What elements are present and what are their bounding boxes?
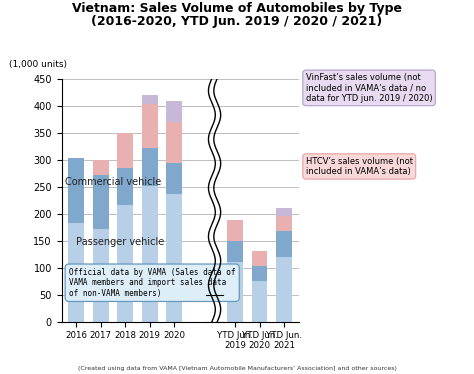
Bar xyxy=(142,95,157,104)
Bar xyxy=(117,132,133,168)
Text: Official data by VAMA (Sales data of
VAMA members and import sales data
of non-V: Official data by VAMA (Sales data of VAM… xyxy=(69,268,236,298)
Bar xyxy=(276,216,292,231)
Bar xyxy=(166,122,182,163)
Bar xyxy=(252,266,267,281)
Bar xyxy=(68,223,84,322)
Bar xyxy=(93,229,109,322)
Text: VinFast’s sales volume (not
included in VAMA’s data / no
data for YTD jun. 2019 : VinFast’s sales volume (not included in … xyxy=(306,73,432,103)
Text: (1,000 units): (1,000 units) xyxy=(9,60,67,69)
Bar xyxy=(142,186,157,322)
Bar xyxy=(227,220,243,240)
Text: HTCV’s sales volume (not
included in VAMA’s data): HTCV’s sales volume (not included in VAM… xyxy=(306,157,413,176)
Bar xyxy=(93,175,109,229)
Text: Commercial vehicle: Commercial vehicle xyxy=(65,177,161,187)
Text: Passenger vehicle: Passenger vehicle xyxy=(76,237,164,247)
Bar xyxy=(252,281,267,322)
Bar xyxy=(227,262,243,322)
Bar xyxy=(276,257,292,322)
Bar xyxy=(93,160,109,175)
Bar xyxy=(276,231,292,257)
Bar xyxy=(252,251,267,266)
Bar xyxy=(117,205,133,322)
Text: (2016-2020, YTD Jun. 2019 / 2020 / 2021): (2016-2020, YTD Jun. 2019 / 2020 / 2021) xyxy=(91,15,383,28)
Bar xyxy=(142,148,157,186)
Text: (Created using data from VAMA [Vietnam Automobile Manufacturers’ Association] an: (Created using data from VAMA [Vietnam A… xyxy=(78,366,396,371)
Bar xyxy=(166,101,182,122)
Bar xyxy=(117,168,133,205)
Bar xyxy=(276,208,292,216)
Bar xyxy=(142,104,157,148)
Text: Vietnam: Sales Volume of Automobiles by Type: Vietnam: Sales Volume of Automobiles by … xyxy=(72,2,402,15)
Bar xyxy=(68,159,84,223)
Bar xyxy=(166,194,182,322)
Bar xyxy=(227,240,243,262)
Bar xyxy=(166,163,182,194)
